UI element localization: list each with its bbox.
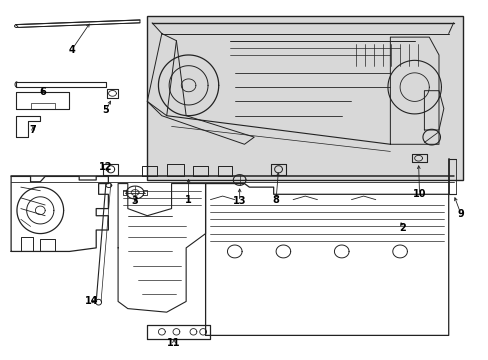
Text: 7: 7 xyxy=(30,125,36,135)
Text: 2: 2 xyxy=(398,223,405,233)
Text: 11: 11 xyxy=(167,338,181,347)
Text: 9: 9 xyxy=(457,209,463,219)
Text: 5: 5 xyxy=(102,105,109,115)
Text: 12: 12 xyxy=(99,162,112,172)
Text: 8: 8 xyxy=(272,195,279,204)
Text: 13: 13 xyxy=(232,197,246,206)
Bar xyxy=(147,16,462,180)
Text: 14: 14 xyxy=(84,296,98,306)
Text: 3: 3 xyxy=(131,197,138,206)
Text: 4: 4 xyxy=(68,45,75,55)
Text: 10: 10 xyxy=(412,189,426,199)
Text: 1: 1 xyxy=(185,195,192,204)
Text: 6: 6 xyxy=(39,87,46,98)
